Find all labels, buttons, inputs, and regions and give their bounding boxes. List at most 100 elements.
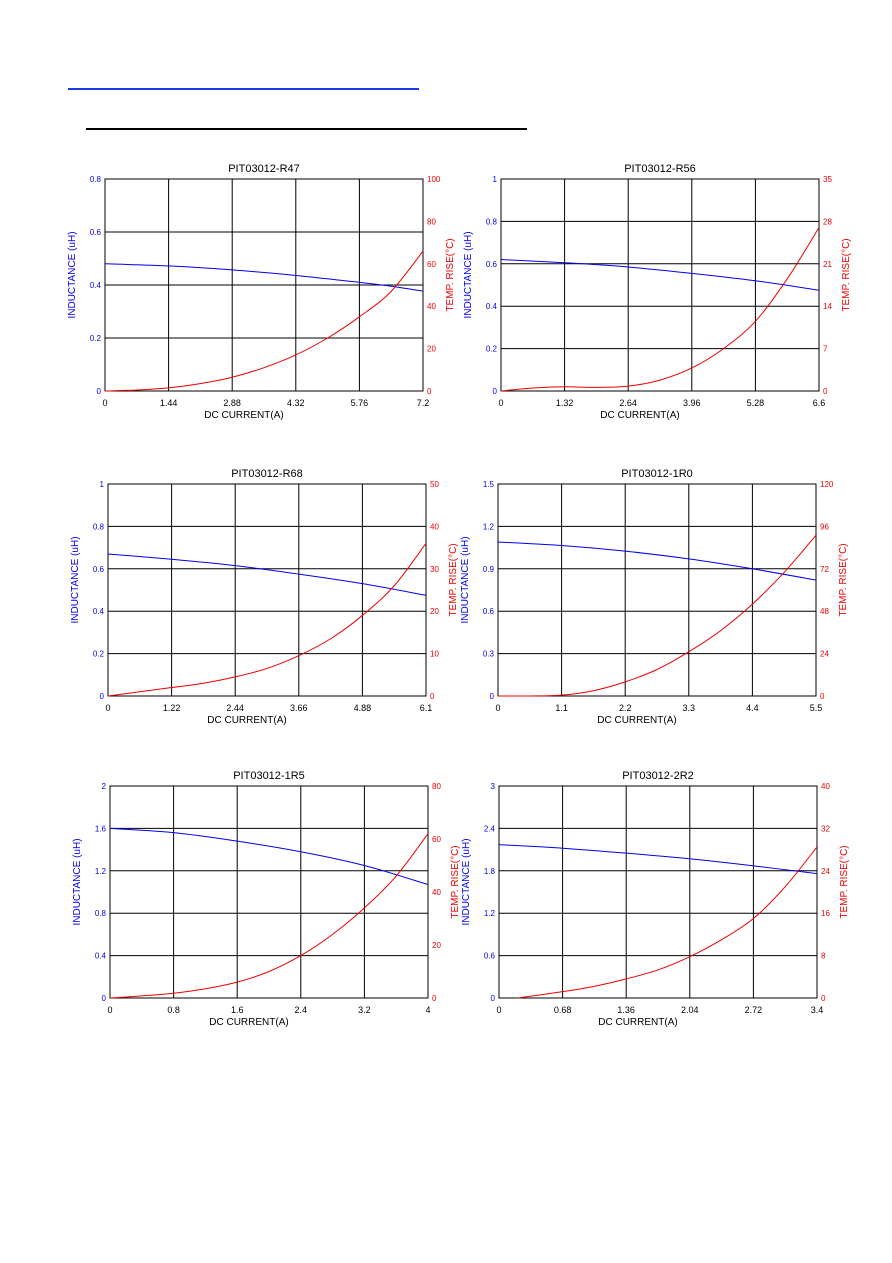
- left-tick-label: 0.2: [90, 334, 102, 343]
- right-tick-label: 20: [430, 607, 439, 616]
- right-tick-label: 21: [823, 260, 832, 269]
- right-tick-label: 7: [823, 345, 828, 354]
- inductance-curve: [500, 259, 820, 291]
- y-axis-label-right: TEMP. RISE(°C): [450, 845, 461, 918]
- x-tick-label: 3.96: [683, 398, 701, 408]
- x-tick-label: 0.68: [554, 1005, 572, 1015]
- left-tick-label: 0.6: [484, 952, 496, 961]
- left-tick-label: 0.6: [90, 228, 102, 237]
- chart-title: PIT03012-R47: [228, 163, 300, 175]
- chart-title: PIT03012-R68: [231, 468, 303, 480]
- right-tick-label: 0: [427, 387, 432, 396]
- inductance-curve: [107, 553, 427, 596]
- plot-frame: [500, 178, 820, 392]
- x-tick-label: 0: [495, 703, 500, 713]
- chart-pit03012-1r5: PIT03012-1R5 0 0.8 1.6 2.4 3.2 4 0 0.4 0.8 1.2 1.6 2…: [55, 765, 475, 1037]
- x-tick-label: 0: [107, 1005, 112, 1015]
- inductance-curve: [104, 263, 424, 292]
- x-tick-label: 3.3: [683, 703, 696, 713]
- left-tick-label: 1.5: [483, 480, 495, 489]
- chart-pit03012-1r0: PIT03012-1R0 0 1.1 2.2 3.3 4.4 5.5 0 0.3 0.6 0.9 1.…: [443, 463, 863, 735]
- right-tick-label: 24: [820, 650, 829, 659]
- chart-svg: PIT03012-R68 0 1.22 2.44 3.66 4.88 6.1 0 0.2 0.4 0…: [70, 468, 459, 726]
- temp-rise-curve: [104, 250, 424, 392]
- inductance-curve: [497, 541, 817, 581]
- left-tick-label: 0.8: [90, 175, 102, 184]
- x-axis-label: DC CURRENT(A): [204, 410, 283, 421]
- x-tick-label: 2.72: [745, 1005, 763, 1015]
- right-tick-label: 60: [432, 835, 441, 844]
- inductance-curve: [498, 844, 818, 875]
- x-tick-label: 1.1: [555, 703, 568, 713]
- y-axis-label-left: INDUCTANCE (uH): [461, 838, 472, 925]
- left-tick-label: 0.8: [93, 522, 105, 531]
- inductance-curve: [109, 827, 429, 886]
- left-tick-label: 0.4: [90, 281, 102, 290]
- right-tick-label: 80: [427, 217, 436, 226]
- right-tick-label: 35: [823, 175, 832, 184]
- left-tick-label: 1: [100, 480, 105, 489]
- plot-frame: [107, 483, 427, 697]
- right-tick-label: 120: [820, 480, 834, 489]
- right-tick-label: 80: [432, 782, 441, 791]
- left-tick-label: 0.6: [486, 260, 498, 269]
- right-tick-label: 40: [427, 302, 436, 311]
- x-tick-label: 5.76: [351, 398, 369, 408]
- right-tick-label: 40: [430, 522, 439, 531]
- left-tick-label: 1.6: [95, 824, 107, 833]
- chart-title: PIT03012-1R5: [233, 770, 305, 782]
- left-tick-label: 0: [490, 692, 495, 701]
- chart-svg: PIT03012-R56 0 1.32 2.64 3.96 5.28 6.6 0 0.2 0.4 0…: [463, 163, 852, 421]
- x-tick-label: 3.2: [358, 1005, 371, 1015]
- left-tick-label: 1.2: [95, 867, 107, 876]
- left-tick-label: 0: [102, 994, 107, 1003]
- right-tick-label: 32: [821, 824, 830, 833]
- left-tick-label: 0.6: [483, 607, 495, 616]
- x-tick-label: 2.64: [619, 398, 637, 408]
- plot-frame: [498, 785, 818, 999]
- right-tick-label: 30: [430, 565, 439, 574]
- x-tick-label: 4.4: [746, 703, 759, 713]
- right-tick-label: 8: [821, 952, 826, 961]
- y-axis-label-left: INDUCTANCE (uH): [72, 838, 83, 925]
- chart-title: PIT03012-2R2: [622, 770, 694, 782]
- left-tick-label: 0.3: [483, 650, 495, 659]
- left-tick-label: 0.4: [95, 952, 107, 961]
- x-tick-label: 1.44: [160, 398, 178, 408]
- y-axis-label-right: TEMP. RISE(°C): [841, 238, 852, 311]
- chart-svg: PIT03012-1R0 0 1.1 2.2 3.3 4.4 5.5 0 0.3 0.6 0.9 1.…: [460, 468, 849, 726]
- x-axis-label: DC CURRENT(A): [600, 410, 679, 421]
- left-tick-label: 0.8: [486, 217, 498, 226]
- x-axis-label: DC CURRENT(A): [598, 1017, 677, 1028]
- left-tick-label: 2.4: [484, 824, 496, 833]
- x-tick-label: 0: [105, 703, 110, 713]
- right-tick-label: 24: [821, 867, 830, 876]
- y-axis-label-right: TEMP. RISE(°C): [839, 845, 850, 918]
- chart-title: PIT03012-R56: [624, 163, 696, 175]
- left-tick-label: 1.2: [484, 909, 496, 918]
- left-tick-label: 1.8: [484, 867, 496, 876]
- right-tick-label: 40: [432, 888, 441, 897]
- x-tick-label: 5.28: [747, 398, 765, 408]
- x-tick-label: 5.5: [810, 703, 823, 713]
- left-tick-label: 0.2: [93, 650, 105, 659]
- right-tick-label: 0: [432, 994, 437, 1003]
- right-tick-label: 28: [823, 217, 832, 226]
- chart-pit03012-r56: PIT03012-R56 0 1.32 2.64 3.96 5.28 6.6 0 0.2 0.4 0…: [446, 158, 866, 430]
- chart-pit03012-r68: PIT03012-R68 0 1.22 2.44 3.66 4.88 6.1 0 0.2 0.4 0…: [53, 463, 473, 735]
- temp-rise-curve: [109, 833, 429, 999]
- temp-rise-curve: [517, 846, 818, 999]
- left-tick-label: 0: [491, 994, 496, 1003]
- x-tick-label: 2.88: [223, 398, 241, 408]
- y-axis-label-left: INDUCTANCE (uH): [70, 536, 81, 623]
- right-tick-label: 14: [823, 302, 832, 311]
- left-tick-label: 0.6: [93, 565, 105, 574]
- left-tick-label: 0: [97, 387, 102, 396]
- y-axis-label-right: TEMP. RISE(°C): [448, 543, 459, 616]
- chart-title: PIT03012-1R0: [621, 468, 693, 480]
- x-tick-label: 2.44: [226, 703, 244, 713]
- x-tick-label: 4.32: [287, 398, 305, 408]
- left-tick-label: 0: [100, 692, 105, 701]
- x-tick-label: 3.66: [290, 703, 308, 713]
- plot-frame: [109, 785, 429, 999]
